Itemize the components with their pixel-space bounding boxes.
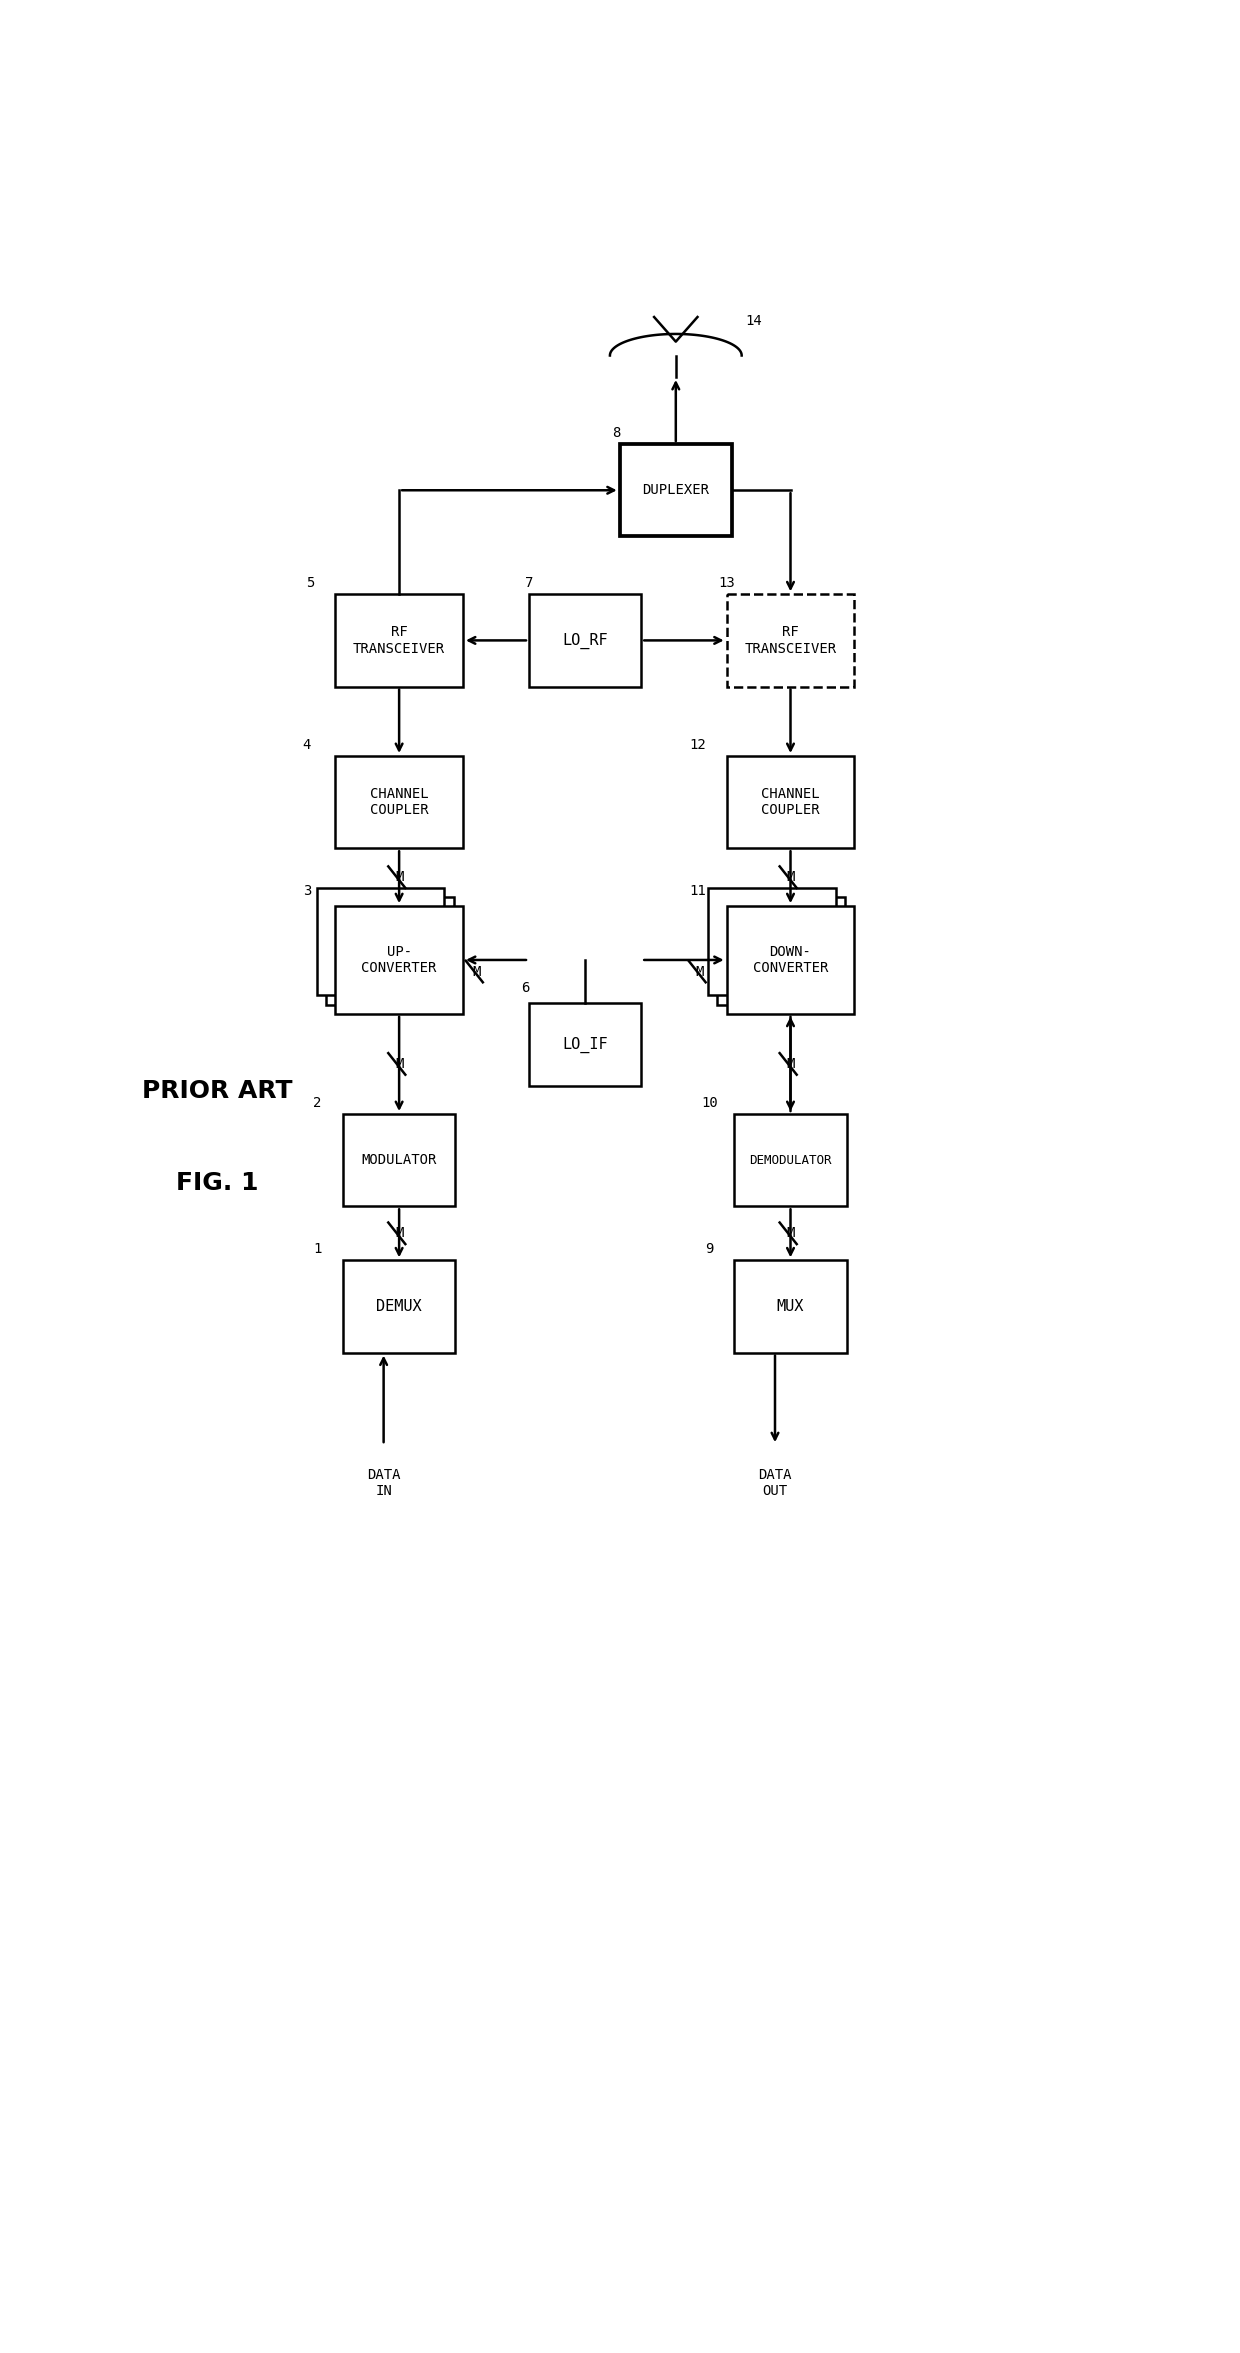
Text: DATA
IN: DATA IN xyxy=(367,1468,401,1499)
Bar xyxy=(335,906,463,1014)
Text: DATA
OUT: DATA OUT xyxy=(758,1468,792,1499)
Text: CHANNEL
COUPLER: CHANNEL COUPLER xyxy=(370,786,429,816)
Bar xyxy=(727,755,854,849)
Text: CHANNEL
COUPLER: CHANNEL COUPLER xyxy=(761,786,820,816)
Bar xyxy=(734,1261,847,1353)
Text: 6: 6 xyxy=(521,981,529,995)
Text: M: M xyxy=(786,1056,795,1071)
Text: 10: 10 xyxy=(702,1096,718,1111)
Text: FIG. 1: FIG. 1 xyxy=(176,1172,258,1195)
Text: 12: 12 xyxy=(689,739,706,753)
Text: DEMUX: DEMUX xyxy=(376,1299,422,1313)
Bar xyxy=(529,595,641,687)
Text: MODULATOR: MODULATOR xyxy=(361,1153,436,1167)
Bar xyxy=(343,1261,455,1353)
Bar xyxy=(316,887,444,995)
Text: DUPLEXER: DUPLEXER xyxy=(642,482,709,496)
Text: 9: 9 xyxy=(704,1242,713,1257)
Text: 1: 1 xyxy=(314,1242,322,1257)
Text: 2: 2 xyxy=(314,1096,322,1111)
Bar xyxy=(335,595,463,687)
Text: DEMODULATOR: DEMODULATOR xyxy=(749,1153,832,1167)
Text: 5: 5 xyxy=(306,576,314,591)
Text: M: M xyxy=(394,871,403,885)
Bar xyxy=(727,595,854,687)
Text: 14: 14 xyxy=(745,313,763,327)
Text: RF
TRANSCEIVER: RF TRANSCEIVER xyxy=(744,626,837,656)
Bar xyxy=(727,906,854,1014)
Bar xyxy=(335,755,463,849)
Text: M: M xyxy=(394,1226,403,1240)
Text: 3: 3 xyxy=(303,885,311,899)
Text: 11: 11 xyxy=(689,885,706,899)
Text: MUX: MUX xyxy=(776,1299,805,1313)
Bar xyxy=(717,896,846,1005)
Text: 13: 13 xyxy=(719,576,735,591)
Text: 4: 4 xyxy=(303,739,311,753)
Bar xyxy=(326,896,454,1005)
Text: LO_RF: LO_RF xyxy=(562,633,608,649)
Text: LO_IF: LO_IF xyxy=(562,1038,608,1052)
Text: UP-
CONVERTER: UP- CONVERTER xyxy=(361,946,436,974)
Text: RF
TRANSCEIVER: RF TRANSCEIVER xyxy=(353,626,445,656)
Text: M: M xyxy=(786,1226,795,1240)
Text: M: M xyxy=(394,1056,403,1071)
Bar xyxy=(343,1113,455,1207)
Text: M: M xyxy=(786,871,795,885)
Bar xyxy=(620,445,732,536)
Bar xyxy=(734,1113,847,1207)
Text: 7: 7 xyxy=(525,576,533,591)
Text: DOWN-
CONVERTER: DOWN- CONVERTER xyxy=(753,946,828,974)
Text: M: M xyxy=(472,965,481,979)
Bar xyxy=(708,887,836,995)
Text: M: M xyxy=(696,965,703,979)
Bar xyxy=(529,1002,641,1087)
Text: PRIOR ART: PRIOR ART xyxy=(141,1080,293,1104)
Text: 8: 8 xyxy=(611,426,620,440)
